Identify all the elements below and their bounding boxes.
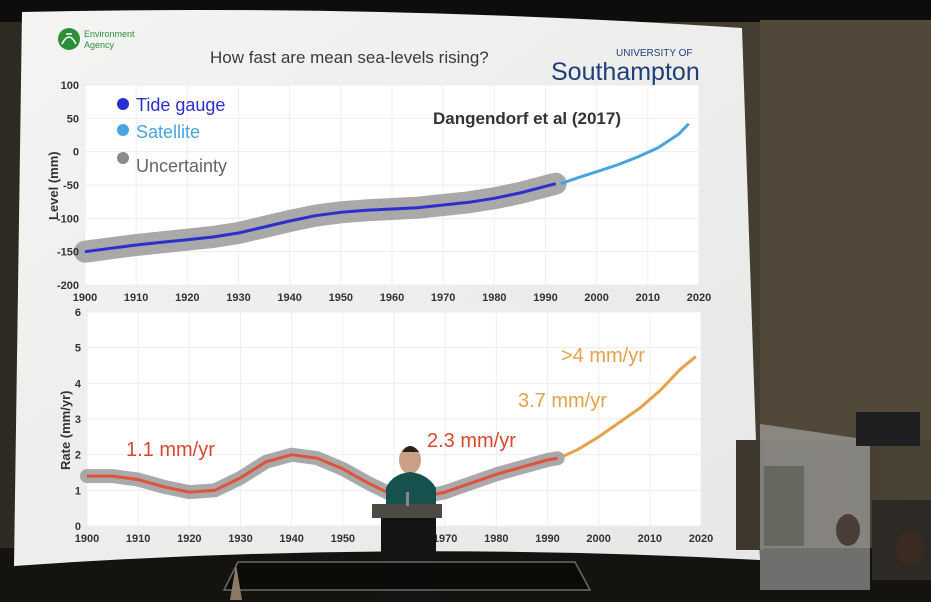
level-y-tick-label: -50 (63, 180, 79, 192)
legend-tide-gauge-marker (117, 98, 129, 110)
level-x-tick-label: 1940 (277, 292, 301, 304)
logo-left-line2: Agency (84, 40, 115, 50)
environment-agency-logo-mark (61, 33, 77, 45)
rate-y-tick-label: 4 (75, 378, 82, 390)
level-series-tide-gauge (84, 182, 557, 254)
level-y-tick-label: -100 (57, 213, 79, 225)
stage-post (230, 564, 242, 600)
podium-top (372, 504, 442, 518)
rate-y-ticks: 6 5 4 3 2 1 0 (75, 307, 82, 533)
level-x-tick-label: 1950 (329, 292, 353, 304)
level-ylabel: Level (mm) (46, 151, 61, 220)
level-grid (84, 84, 700, 286)
rate-x-tick-label: 2000 (586, 533, 610, 545)
microphone-stand (406, 492, 409, 506)
level-x-tick-label: 2010 (636, 292, 660, 304)
rate-y-tick-label: 2 (75, 450, 81, 462)
level-x-ticks: 1900 1910 1920 1930 1940 1950 1960 1970 1980 1990… (73, 292, 711, 304)
rate-grid (86, 311, 702, 527)
level-y-tick-label: 50 (67, 113, 79, 125)
level-x-tick-label: 1900 (73, 292, 97, 304)
side-wall (760, 20, 931, 440)
level-y-tick-label: -150 (57, 247, 79, 259)
booth-monitor (856, 412, 920, 446)
level-y-tick-label: 0 (73, 147, 79, 159)
level-y-ticks: 100 50 0 -50 -100 -150 -200 (57, 80, 79, 292)
rate-annotation-4: >4 mm/yr (561, 345, 645, 367)
person-in-booth (896, 530, 924, 566)
rate-x-tick-label: 2020 (689, 533, 713, 545)
level-x-tick-label: 1970 (431, 292, 455, 304)
rate-series-satellite (562, 355, 697, 458)
logo-right-line1: UNIVERSITY OF (616, 48, 693, 59)
level-y-tick-label: 100 (61, 80, 79, 92)
rate-annotation-1: 1.1 mm/yr (126, 439, 215, 461)
legend-uncertainty: Uncertainty (136, 156, 227, 176)
rate-y-tick-label: 0 (75, 521, 81, 533)
level-y-tick-label: -200 (57, 280, 79, 292)
rate-y-tick-label: 1 (75, 485, 81, 497)
logo-left-line1: Environment (84, 29, 135, 39)
level-x-tick-label: 1990 (533, 292, 557, 304)
rate-x-ticks: 1900191019201930194019501960197019801990… (75, 533, 713, 545)
rate-x-tick-label: 1920 (177, 533, 201, 545)
rate-x-tick-label: 1910 (126, 533, 150, 545)
speaker-hair (402, 446, 419, 452)
level-x-tick-label: 2020 (687, 292, 711, 304)
level-x-tick-label: 2000 (584, 292, 608, 304)
level-x-tick-label: 1920 (175, 292, 199, 304)
rate-x-tick-label: 2010 (638, 533, 662, 545)
rate-ylabel: Rate (mm/yr) (58, 391, 73, 470)
rate-annotation-3: 3.7 mm/yr (518, 390, 607, 412)
rate-annotation-2: 2.3 mm/yr (427, 430, 516, 452)
rate-x-tick-label: 1980 (484, 533, 508, 545)
rate-y-tick-label: 6 (75, 307, 81, 319)
logo-right-line2: Southampton (551, 58, 700, 86)
environment-agency-logo-icon (58, 28, 80, 50)
stage-step (222, 561, 592, 591)
level-lines (84, 122, 690, 254)
legend-satellite-marker (117, 124, 129, 136)
rate-x-tick-label: 1990 (535, 533, 559, 545)
interpreter-booth (736, 412, 931, 590)
rate-x-tick-label: 1930 (228, 533, 252, 545)
speaker-head (399, 446, 421, 474)
booth-side (736, 440, 764, 550)
rate-x-tick-label: 1970 (433, 533, 457, 545)
rate-y-tick-label: 3 (75, 414, 81, 426)
level-series-satellite (560, 122, 690, 186)
slide-title: How fast are mean sea-levels rising? (210, 48, 489, 67)
rate-y-tick-label: 5 (75, 343, 81, 355)
booth-panel (764, 466, 804, 546)
level-x-tick-label: 1960 (380, 292, 404, 304)
level-x-tick-label: 1980 (482, 292, 506, 304)
rate-x-tick-label: 1900 (75, 533, 99, 545)
level-annotation: Dangendorf et al (2017) (433, 109, 621, 128)
rate-series-tide-gauge (87, 453, 558, 499)
person-in-booth-2 (836, 514, 860, 546)
rate-lines (87, 355, 697, 499)
level-x-tick-label: 1910 (124, 292, 148, 304)
rate-x-tick-label: 1940 (279, 533, 303, 545)
rate-x-tick-label: 1950 (331, 533, 355, 545)
booth-glass (760, 424, 870, 590)
legend-satellite: Satellite (136, 122, 200, 142)
legend-uncertainty-marker (117, 152, 129, 164)
legend-tide-gauge: Tide gauge (136, 95, 225, 115)
level-x-tick-label: 1930 (226, 292, 250, 304)
